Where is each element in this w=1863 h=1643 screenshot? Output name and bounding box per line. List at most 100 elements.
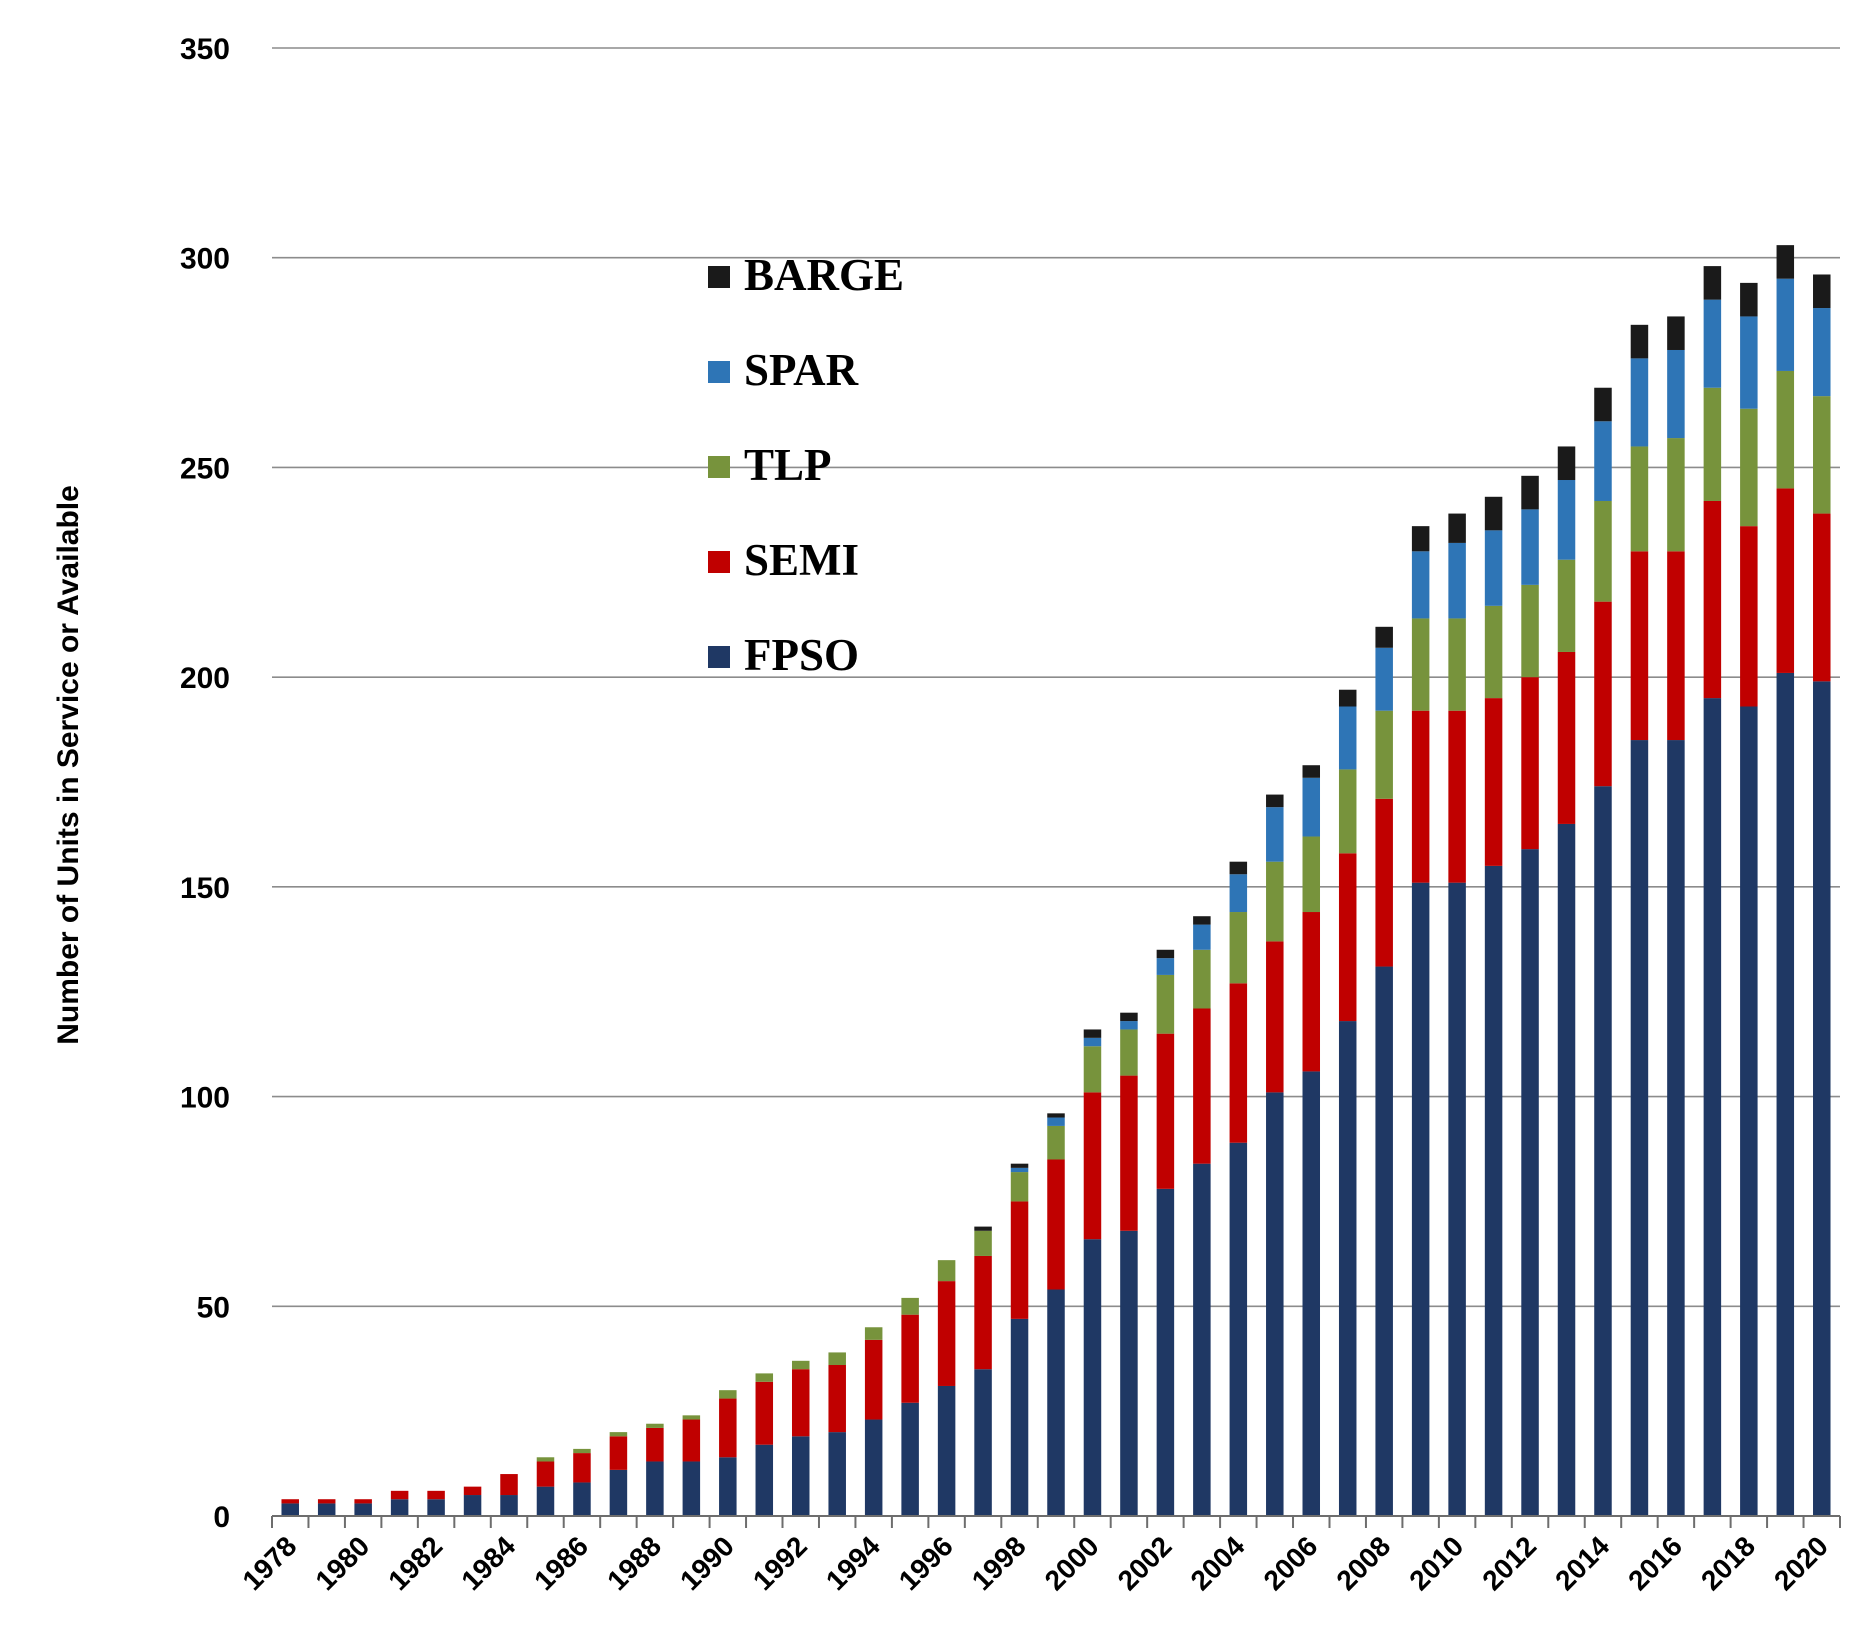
y-tick-label: 50 (197, 1291, 230, 1324)
bar-spar (1193, 924, 1211, 950)
bar-fpso (1375, 966, 1393, 1516)
bar-semi (1448, 710, 1466, 883)
bar-fpso (1156, 1188, 1175, 1516)
bar-tlp (1521, 584, 1539, 678)
x-tick-label: 2012 (1476, 1530, 1542, 1596)
bar-barge (1266, 794, 1284, 808)
bar-fpso (1010, 1318, 1029, 1516)
bar-tlp (937, 1260, 956, 1282)
bar-spar (1338, 706, 1357, 770)
bar-semi (791, 1369, 810, 1437)
x-tick-label: 2014 (1549, 1530, 1615, 1596)
bar-barge (1120, 1012, 1138, 1022)
bar-barge (1740, 282, 1758, 317)
bar-fpso (1813, 681, 1831, 1516)
bar-tlp (646, 1423, 664, 1428)
x-tick-label: 2020 (1768, 1530, 1834, 1596)
bars (281, 245, 1831, 1516)
x-tick-label: 2006 (1258, 1530, 1324, 1596)
bar-semi (828, 1365, 846, 1433)
y-tick-label: 250 (180, 452, 230, 485)
bar-fpso (974, 1369, 992, 1516)
bar-semi (719, 1398, 737, 1458)
legend-label-semi: SEMI (744, 535, 859, 585)
bar-fpso (1776, 672, 1795, 1516)
bar-fpso (1630, 740, 1649, 1516)
bar-fpso (719, 1457, 737, 1516)
bar-semi (1120, 1075, 1138, 1231)
bar-semi (1484, 698, 1503, 866)
bar-tlp (1302, 836, 1321, 913)
bar-tlp (1338, 769, 1357, 854)
bar-barge (1229, 861, 1248, 875)
bar-spar (1813, 308, 1831, 397)
bar-tlp (974, 1230, 992, 1256)
bar-tlp (1156, 974, 1175, 1034)
bar-fpso (317, 1503, 336, 1516)
bar-barge (1630, 324, 1649, 359)
bar-tlp (1813, 396, 1831, 514)
x-tick-label: 2002 (1112, 1530, 1178, 1596)
bar-fpso (573, 1482, 591, 1516)
bar-fpso (1047, 1289, 1065, 1516)
bar-fpso (937, 1385, 956, 1516)
bar-spar (1047, 1117, 1065, 1126)
bar-fpso (609, 1469, 628, 1516)
bar-semi (1266, 941, 1284, 1093)
bar-barge (1703, 266, 1722, 300)
bar-fpso (427, 1499, 445, 1516)
bar-semi (646, 1427, 664, 1462)
bar-spar (1667, 349, 1685, 439)
bar-semi (1083, 1092, 1102, 1240)
bar-tlp (1120, 1029, 1138, 1076)
legend-swatch-spar (708, 361, 730, 383)
bar-fpso (354, 1503, 372, 1516)
y-axis-title: Number of Units in Service or Available (52, 485, 85, 1045)
bar-fpso (1448, 882, 1466, 1516)
bar-semi (901, 1314, 919, 1403)
bar-fpso (1594, 786, 1612, 1516)
x-tick-label: 1982 (382, 1530, 448, 1596)
bar-spar (1156, 958, 1175, 975)
y-tick-label: 150 (180, 872, 230, 905)
bar-tlp (1047, 1125, 1065, 1160)
bar-tlp (1193, 949, 1211, 1009)
bar-tlp (864, 1327, 883, 1340)
bar-fpso (281, 1503, 299, 1516)
x-tick-label: 2004 (1185, 1530, 1251, 1596)
bar-tlp (1594, 500, 1612, 602)
x-tick-label: 1978 (237, 1530, 303, 1596)
x-tick-label: 1990 (674, 1530, 740, 1596)
bar-semi (536, 1461, 555, 1487)
bar-spar (1266, 807, 1284, 862)
x-tick-label: 1998 (966, 1530, 1032, 1596)
x-tick-label: 2018 (1695, 1530, 1761, 1596)
bar-semi (500, 1474, 518, 1496)
bar-barge (1338, 689, 1357, 707)
bar-fpso (1484, 865, 1503, 1516)
x-tick-label: 2008 (1330, 1530, 1396, 1596)
bar-tlp (1630, 446, 1649, 552)
bar-tlp (1484, 605, 1503, 699)
gridlines (272, 47, 1840, 1308)
bar-barge (1010, 1163, 1029, 1168)
bar-semi (1229, 983, 1248, 1143)
y-tick-label: 0 (213, 1501, 230, 1534)
y-tick-label: 350 (180, 33, 230, 66)
legend-label-spar: SPAR (744, 345, 859, 395)
bar-spar (1375, 647, 1393, 711)
bar-semi (1813, 513, 1831, 682)
bar-spar (1630, 358, 1649, 447)
bar-fpso (1193, 1163, 1211, 1516)
bar-semi (1411, 710, 1430, 883)
bar-semi (609, 1436, 628, 1470)
bar-fpso (901, 1402, 919, 1516)
bar-fpso (1302, 1071, 1321, 1516)
bar-barge (1083, 1029, 1102, 1038)
bar-barge (1594, 387, 1612, 422)
bar-barge (1448, 513, 1466, 543)
bar-semi (1557, 651, 1576, 824)
bar-fpso (682, 1461, 701, 1516)
bar-fpso (1229, 1142, 1248, 1516)
